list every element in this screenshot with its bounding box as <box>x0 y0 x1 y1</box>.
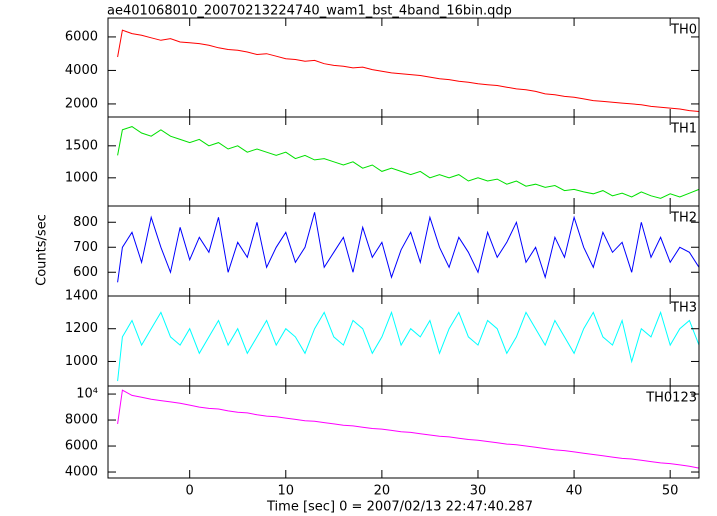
light-curve <box>117 389 700 469</box>
panel-label: TH2 <box>670 211 697 226</box>
panel-label: TH0123 <box>645 391 697 406</box>
x-axis-label: Time [sec] 0 = 2007/02/13 22:47:40.287 <box>266 500 533 515</box>
panel-label: TH1 <box>670 122 697 137</box>
y-tick-label: 800 <box>73 215 98 230</box>
x-tick-label: 20 <box>374 484 391 499</box>
y-tick-label: 1400 <box>65 289 98 304</box>
light-curve <box>117 126 700 199</box>
y-tick-label: 700 <box>73 240 98 255</box>
y-tick-label: 1000 <box>65 170 98 185</box>
y-tick-label: 4000 <box>65 465 98 480</box>
y-tick-label: 600 <box>73 265 98 280</box>
y-tick-label: 2000 <box>65 96 98 111</box>
y-tick-label: 8000 <box>65 413 98 428</box>
x-tick-label: 40 <box>566 484 583 499</box>
y-axis-label: Counts/sec <box>35 214 50 286</box>
panel-frame <box>107 205 700 297</box>
y-tick-label: 1500 <box>65 138 98 153</box>
y-tick-label: 6000 <box>65 29 98 44</box>
y-tick-label: 1000 <box>65 354 98 369</box>
x-tick-label: 30 <box>470 484 487 499</box>
y-tick-label: 6000 <box>65 439 98 454</box>
light-curve <box>117 212 700 283</box>
panel-label: TH0 <box>670 23 697 38</box>
x-tick-label: 10 <box>278 484 295 499</box>
x-tick-label: 50 <box>662 484 679 499</box>
panel-frame <box>107 116 700 207</box>
chart-title: ae401068010_20070213224740_wam1_bst_4ban… <box>107 4 512 19</box>
light-curve <box>117 29 700 112</box>
panel-label: TH3 <box>670 301 697 316</box>
y-tick-label: 1200 <box>65 321 98 336</box>
y-tick-label: 4000 <box>65 63 98 78</box>
panel-frame <box>107 385 700 479</box>
light-curve <box>117 310 700 382</box>
x-tick-label: 0 <box>186 484 194 499</box>
y-tick-label: 10⁴ <box>76 387 98 402</box>
